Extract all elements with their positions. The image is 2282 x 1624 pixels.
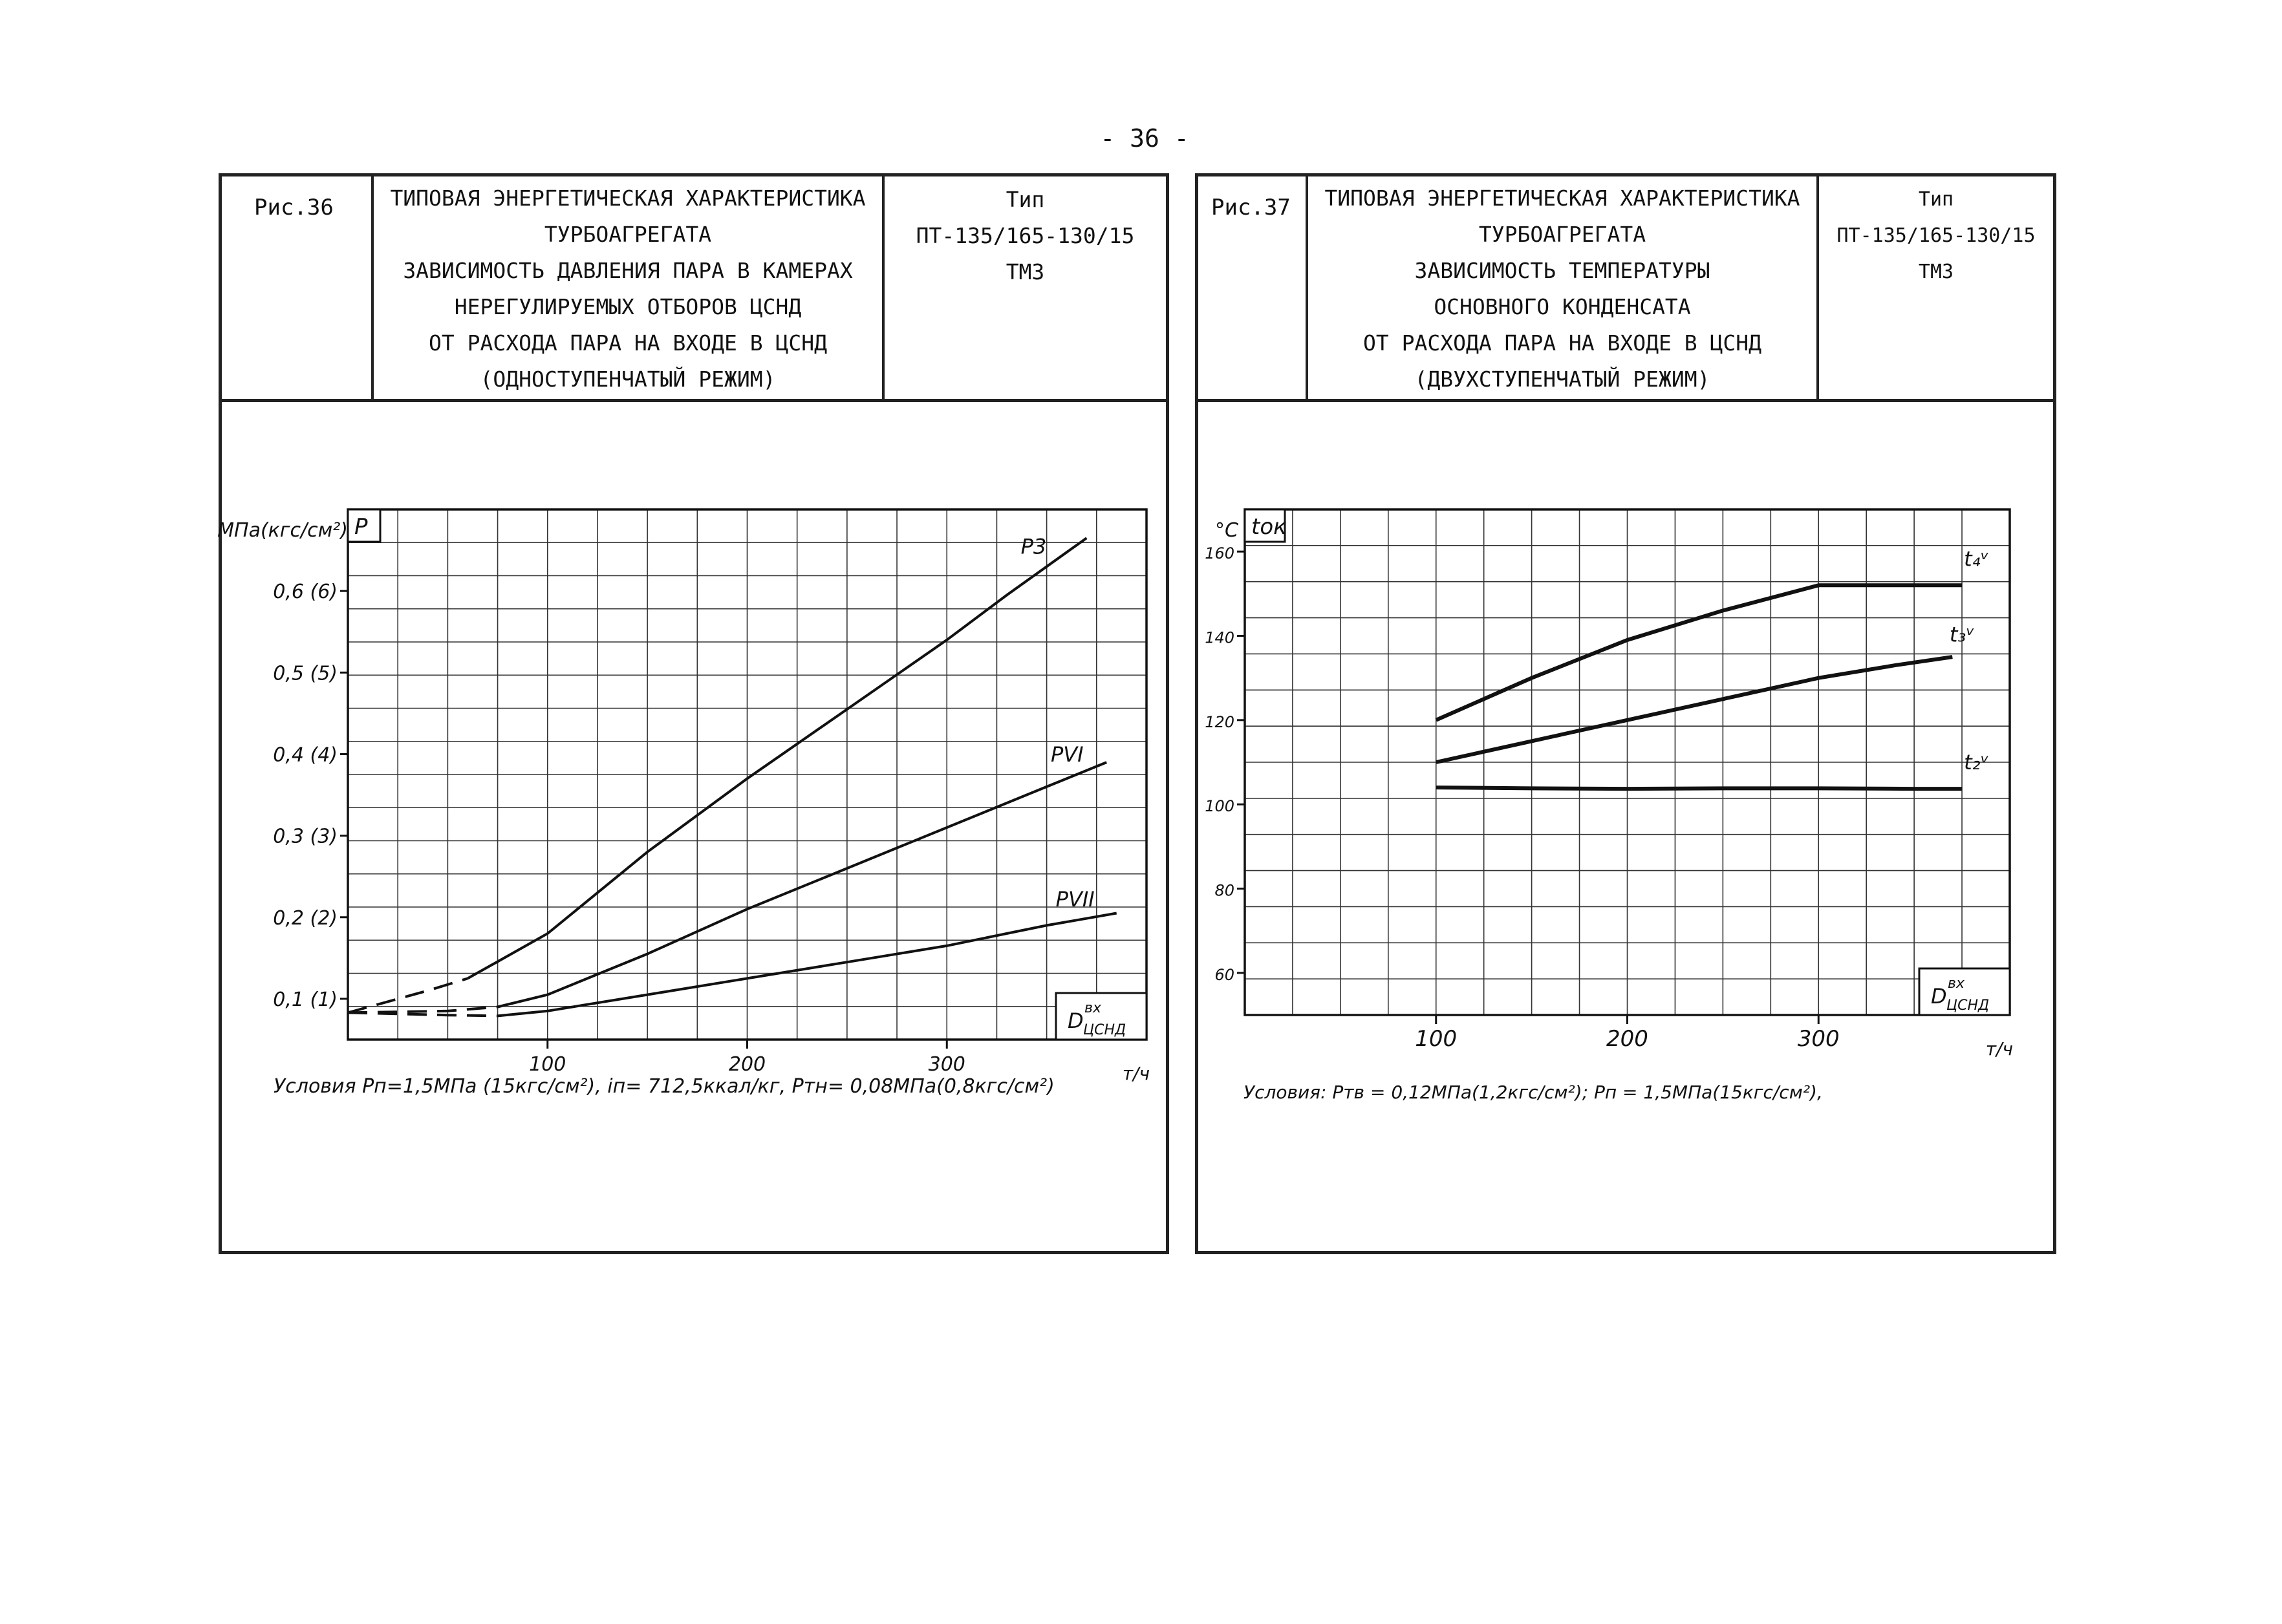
type-cell: Тип ПТ-135/165-130/15 ТМЗ xyxy=(885,176,1166,399)
y-axis-symbol: P xyxy=(354,514,368,540)
type-value: ПТ-135/165-130/15 xyxy=(1836,224,2036,247)
y-symbol-box xyxy=(347,508,382,543)
series-line xyxy=(497,912,1117,1018)
type-label: Тип xyxy=(1006,187,1045,212)
x-tick-label: 300 xyxy=(929,1053,965,1076)
x-axis-sub: ЦСНД xyxy=(1083,1022,1126,1038)
conditions-text: Условия Pп=1,5МПа (15кгс/см²), iп= 712,5… xyxy=(274,1075,1055,1098)
subtitle-line: (ДВУХСТУПЕНЧАТЫЙ РЕЖИМ) xyxy=(1414,367,1710,392)
x-tick-label: 100 xyxy=(529,1053,566,1076)
maker: ТМЗ xyxy=(1006,259,1045,284)
series-line xyxy=(467,537,1088,980)
title-line: ТУРБОАГРЕГАТА xyxy=(544,222,712,247)
subtitle-line: ОТ РАСХОДА ПАРА НА ВХОДЕ В ЦСНД xyxy=(429,330,827,356)
type-value: ПТ-135/165-130/15 xyxy=(916,223,1135,248)
subtitle-line: НЕРЕГУЛИРУЕМЫХ ОТБОРОВ ЦСНД xyxy=(454,294,802,319)
fig-label-cell: Рис.37 xyxy=(1198,176,1308,399)
series-line-dashed xyxy=(347,1005,498,1014)
type-label: Тип xyxy=(1918,188,1954,211)
y-tick-label: 0,5 (5) xyxy=(273,662,338,685)
figure-36-panel: Рис.36 ТИПОВАЯ ЭНЕРГЕТИЧЕСКАЯ ХАРАКТЕРИС… xyxy=(219,173,1169,1254)
subtitle-line: ОСНОВНОГО КОНДЕНСАТА xyxy=(1434,294,1691,319)
fig-label-cell: Рис.36 xyxy=(222,176,374,399)
series-label: PVI xyxy=(1051,742,1084,767)
conditions-text: Условия: Pтв = 0,12МПа(1,2кгс/см²); Pп =… xyxy=(1243,1082,1823,1103)
page-number: - 36 - xyxy=(1100,124,1189,153)
subtitle-line: ОТ РАСХОДА ПАРА НА ВХОДЕ В ЦСНД xyxy=(1363,330,1761,356)
fig-label: Рис.36 xyxy=(254,195,334,220)
type-cell: Тип ПТ-135/165-130/15 ТМЗ xyxy=(1819,176,2053,399)
subtitle-line: (ОДНОСТУПЕНЧАТЫЙ РЕЖИМ) xyxy=(480,367,776,392)
x-symbol-box xyxy=(1055,992,1148,1041)
series-line-dashed xyxy=(347,977,468,1014)
title-line: ТУРБОАГРЕГАТА xyxy=(1478,222,1646,247)
figure-36-header: Рис.36 ТИПОВАЯ ЭНЕРГЕТИЧЕСКАЯ ХАРАКТЕРИС… xyxy=(222,176,1166,402)
series-label: P3 xyxy=(1021,534,1047,559)
title-line: ТИПОВАЯ ЭНЕРГЕТИЧЕСКАЯ ХАРАКТЕРИСТИКА xyxy=(390,186,866,211)
x-axis-sup: вх xyxy=(1084,1000,1102,1016)
subtitle-line: ЗАВИСИМОСТЬ ТЕМПЕРАТУРЫ xyxy=(1414,258,1710,283)
x-axis-symbol: D xyxy=(1068,1009,1084,1033)
y-tick-label: 0,1 (1) xyxy=(273,988,338,1011)
y-tick-label: 0,3 (3) xyxy=(273,826,338,848)
subtitle-line: ЗАВИСИМОСТЬ ДАВЛЕНИЯ ПАРА В КАМЕРАХ xyxy=(403,258,853,283)
title-cell: ТИПОВАЯ ЭНЕРГЕТИЧЕСКАЯ ХАРАКТЕРИСТИКА ТУ… xyxy=(374,176,885,399)
series-line xyxy=(497,761,1108,1009)
x-axis-unit: т/ч xyxy=(1123,1063,1150,1084)
y-axis-unit: МПа(кгс/см²) xyxy=(217,519,348,542)
fig-label: Рис.37 xyxy=(1211,195,1291,220)
title-cell: ТИПОВАЯ ЭНЕРГЕТИЧЕСКАЯ ХАРАКТЕРИСТИКА ТУ… xyxy=(1308,176,1819,399)
y-tick-label: 0,2 (2) xyxy=(273,907,338,930)
series-line-dashed xyxy=(347,1011,498,1018)
y-tick-label: 0,6 (6) xyxy=(273,581,338,603)
series-label: PVII xyxy=(1056,887,1095,912)
figure-37-panel: Рис.37 ТИПОВАЯ ЭНЕРГЕТИЧЕСКАЯ ХАРАКТЕРИС… xyxy=(1195,173,2056,1254)
x-tick-label: 200 xyxy=(729,1053,766,1076)
title-line: ТИПОВАЯ ЭНЕРГЕТИЧЕСКАЯ ХАРАКТЕРИСТИКА xyxy=(1324,186,1800,211)
maker: ТМЗ xyxy=(1918,261,1954,283)
figure-37-header: Рис.37 ТИПОВАЯ ЭНЕРГЕТИЧЕСКАЯ ХАРАКТЕРИС… xyxy=(1198,176,2053,402)
y-tick-label: 0,4 (4) xyxy=(273,743,338,766)
